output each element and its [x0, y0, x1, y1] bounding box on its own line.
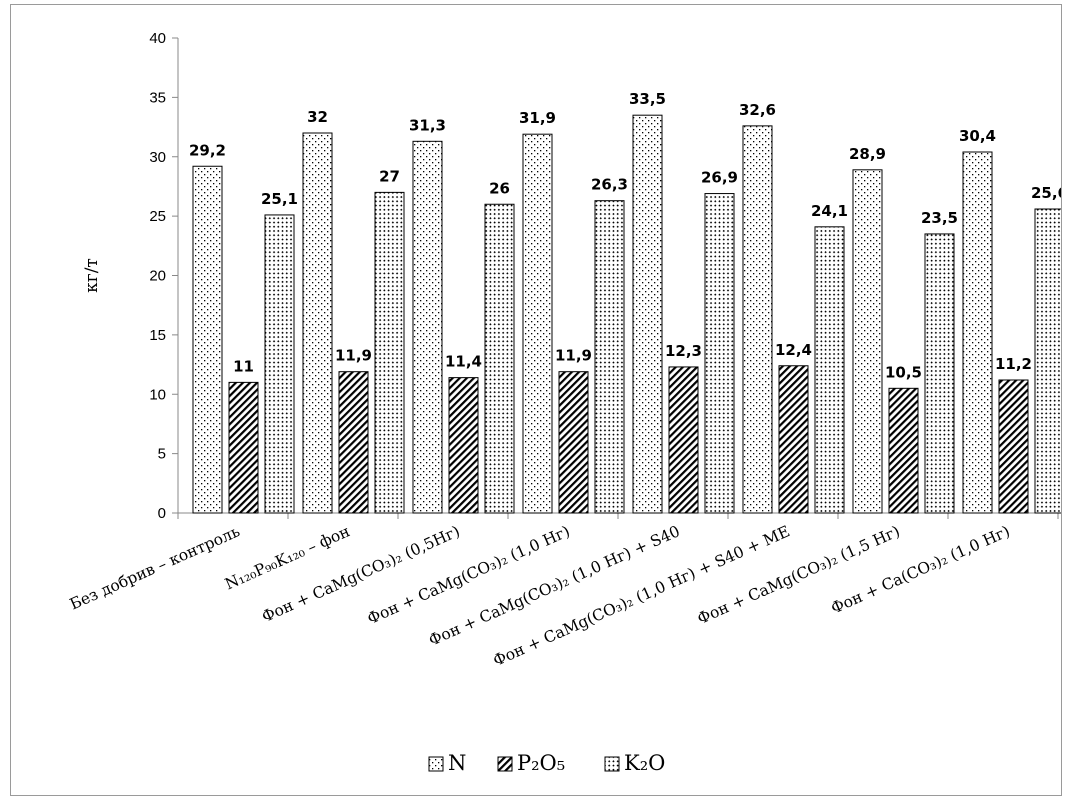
- category-label: Без добрив – контроль: [67, 522, 243, 613]
- bar-0-3: [522, 133, 553, 514]
- bar-2-6: [924, 233, 955, 514]
- data-label: 11,4: [445, 353, 482, 371]
- legend-label: N: [448, 751, 466, 775]
- bar-0-2: [412, 140, 443, 514]
- bar-chart: 0 5 10 15 20 25 30 35 40 29,2 11 25,1 32 11,9 27 31,3 1…: [67, 30, 1068, 775]
- bar-1-2: [448, 377, 479, 514]
- category-label: Фон + CaMg(CO₃)₂ (1,5 Нг): [695, 522, 903, 628]
- bar-0-0: [192, 165, 223, 514]
- y-axis-label: кг/т: [82, 258, 102, 293]
- chart-frame: 0 5 10 15 20 25 30 35 40 29,2 11 25,1 32 11,9 27 31,3 1…: [10, 4, 1068, 796]
- y-tick-label: 5: [158, 446, 166, 463]
- data-label: 11,9: [555, 347, 592, 365]
- data-label: 11,9: [335, 347, 372, 365]
- data-label: 28,9: [849, 145, 886, 163]
- data-label: 30,4: [959, 127, 996, 145]
- bars-group: [192, 114, 1065, 514]
- y-tick-label: 30: [149, 149, 166, 166]
- data-label: 23,5: [921, 209, 958, 227]
- bar-0-4: [632, 114, 663, 514]
- bar-1-4: [668, 366, 699, 514]
- bar-1-1: [338, 371, 369, 514]
- y-tick-label: 40: [149, 30, 166, 47]
- data-labels-group: 29,2 11 25,1 32 11,9 27 31,3 11,4 26 31,9 11,9 26,3…: [189, 90, 1068, 381]
- legend-swatch-0: [428, 756, 444, 772]
- data-label: 27: [379, 167, 400, 185]
- bar-0-1: [302, 132, 333, 514]
- category-label: Фон + Ca(CO₃)₂ (1,0 Нг): [828, 522, 1012, 617]
- y-tick-label: 35: [149, 89, 166, 106]
- data-label: 26,3: [591, 176, 628, 194]
- data-label: 11,2: [995, 355, 1032, 373]
- y-tick-label: 0: [158, 505, 166, 522]
- data-label: 31,9: [519, 109, 556, 127]
- bar-1-3: [558, 371, 589, 514]
- legend: N P₂O₅ K₂O: [428, 751, 665, 775]
- bar-1-0: [228, 381, 259, 514]
- y-tick-label: 15: [149, 327, 166, 344]
- data-label: 12,4: [775, 341, 812, 359]
- data-label: 32,6: [739, 101, 776, 119]
- data-label: 32: [307, 108, 328, 126]
- y-tick-label: 10: [149, 386, 166, 403]
- data-label: 31,3: [409, 116, 446, 134]
- legend-label: P₂O₅: [517, 751, 565, 775]
- bar-2-0: [264, 214, 295, 514]
- bar-0-6: [852, 169, 883, 514]
- data-label: 29,2: [189, 141, 226, 159]
- legend-label: K₂O: [624, 751, 665, 775]
- category-label: Фон + CaMg(CO₃)₂ (0,5Нг): [259, 522, 462, 626]
- bar-2-1: [374, 191, 405, 514]
- bar-0-7: [962, 151, 993, 514]
- data-label: 25,1: [261, 190, 298, 208]
- bar-1-6: [888, 387, 919, 514]
- bar-2-5: [814, 226, 845, 514]
- bar-0-5: [742, 125, 773, 514]
- legend-swatch-2: [604, 756, 620, 772]
- bar-1-7: [998, 379, 1029, 514]
- legend-swatch-1: [497, 756, 513, 772]
- bar-1-5: [778, 365, 809, 514]
- bar-2-3: [594, 200, 625, 514]
- data-label: 26,9: [701, 169, 738, 187]
- data-label: 11: [233, 357, 254, 375]
- data-label: 24,1: [811, 202, 848, 220]
- data-label: 25,6: [1031, 184, 1061, 202]
- data-label: 33,5: [629, 90, 666, 108]
- data-label: 26: [489, 179, 510, 197]
- category-label: Фон + CaMg(CO₃)₂ (1,0 Нг): [365, 522, 573, 628]
- bar-2-2: [484, 203, 515, 514]
- bar-2-7: [1034, 208, 1065, 514]
- data-label: 10,5: [885, 363, 922, 381]
- y-tick-label: 25: [149, 208, 166, 225]
- y-tick-label: 20: [149, 268, 166, 285]
- data-label: 12,3: [665, 342, 702, 360]
- bar-2-4: [704, 193, 735, 514]
